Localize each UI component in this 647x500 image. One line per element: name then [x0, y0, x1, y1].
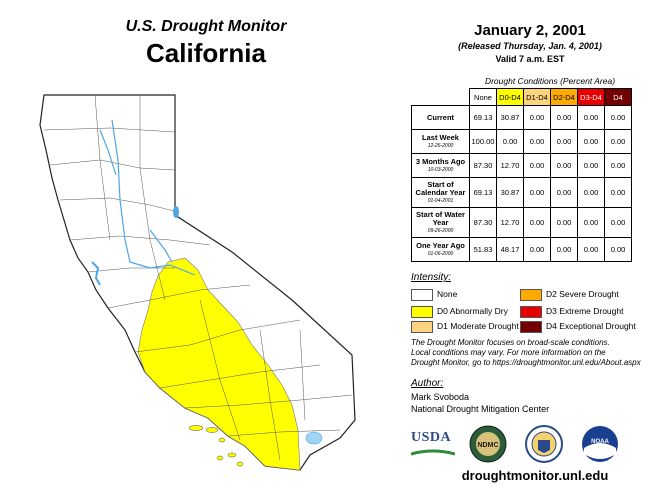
row-label: Start of Water Year 09-26-2000	[411, 207, 470, 238]
note-line: The Drought Monitor focuses on broad-sca…	[411, 338, 610, 347]
row-label: 3 Months Ago 10-03-2000	[411, 153, 470, 178]
col-d0-d4: D0-D4	[496, 88, 524, 106]
note-line: Drought Monitor, go to https://droughtmo…	[411, 358, 641, 367]
drought-conditions-table: None D0-D4 D1-D4 D2-D4 D3-D4 D4 Current …	[411, 88, 632, 262]
cell: 0.00	[550, 207, 578, 238]
cell: 69.13	[469, 177, 497, 208]
legend-swatch	[520, 306, 542, 318]
usda-swoosh-icon	[411, 449, 455, 456]
col-d1-d4: D1-D4	[523, 88, 551, 106]
cell: 0.00	[550, 237, 578, 262]
table-row: Start of Water Year 09-26-2000 87.30 12.7…	[411, 207, 632, 238]
cell: 0.00	[550, 105, 578, 130]
table-row: 3 Months Ago 10-03-2000 87.30 12.70 0.00 …	[411, 153, 632, 178]
cell: 0.00	[523, 207, 551, 238]
table-row: Start of Calendar Year 01-04-2001 69.13 3…	[411, 177, 632, 208]
cell: 0.00	[577, 207, 605, 238]
cell: 0.00	[523, 237, 551, 262]
svg-text:NOAA: NOAA	[591, 439, 609, 445]
sf-bay	[91, 261, 101, 286]
cell: 0.00	[604, 177, 632, 208]
table-row: One Year Ago 01-06-2000 51.83 48.17 0.00 …	[411, 237, 632, 262]
county-lines	[43, 94, 353, 461]
footer-url[interactable]: droughtmonitor.unl.edu	[461, 468, 609, 483]
cell: 0.00	[604, 207, 632, 238]
report-date: January 2, 2001	[474, 22, 586, 39]
cell: 0.00	[550, 129, 578, 154]
cell: 0.00	[604, 237, 632, 262]
cell: 0.00	[523, 177, 551, 208]
row-label: Start of Calendar Year 01-04-2001	[411, 177, 470, 208]
cell: 0.00	[550, 177, 578, 208]
cell: 0.00	[577, 237, 605, 262]
cell: 69.13	[469, 105, 497, 130]
cell: 0.00	[496, 129, 524, 154]
cell: 0.00	[523, 129, 551, 154]
author-name: Mark Svoboda	[411, 392, 470, 402]
cell: 51.83	[469, 237, 497, 262]
table-row: Last Week 12-26-2000 100.00 0.00 0.00 0.0…	[411, 129, 632, 154]
info-note: The Drought Monitor focuses on broad-sca…	[411, 338, 643, 368]
drought-d0-region	[137, 257, 301, 471]
author-org: National Drought Mitigation Center	[411, 404, 550, 414]
cell: 0.00	[604, 129, 632, 154]
cell: 0.00	[604, 105, 632, 130]
table-caption: Drought Conditions (Percent Area)	[484, 76, 616, 86]
salton-sea	[305, 431, 323, 445]
cell: 100.00	[469, 129, 497, 154]
intensity-label: Intensity:	[411, 272, 452, 283]
row-label: Last Week 12-26-2000	[411, 129, 470, 154]
col-none: None	[469, 88, 497, 106]
cell: 87.30	[469, 207, 497, 238]
cell: 0.00	[550, 153, 578, 178]
legend-swatch	[411, 306, 433, 318]
california-map	[39, 94, 356, 471]
cell: 0.00	[523, 105, 551, 130]
state-title: California	[146, 38, 266, 68]
cell: 48.17	[496, 237, 524, 262]
released-date: (Released Thursday, Jan. 4, 2001)	[458, 41, 602, 51]
cell: 0.00	[577, 177, 605, 208]
channel-islands	[188, 425, 244, 467]
rivers	[99, 119, 196, 276]
cell: 12.70	[496, 153, 524, 178]
usdoc-seal-icon	[525, 425, 563, 463]
table-header-row: None D0-D4 D1-D4 D2-D4 D3-D4 D4	[411, 88, 632, 106]
cell: 30.87	[496, 177, 524, 208]
row-label: One Year Ago 01-06-2000	[411, 237, 470, 262]
legend-swatch	[520, 289, 542, 301]
note-line: Local conditions may vary. For more info…	[411, 348, 606, 357]
noaa-logo: NOAA	[582, 426, 618, 462]
col-d3-d4: D3-D4	[577, 88, 605, 106]
legend-swatch	[411, 289, 433, 301]
legend-swatch	[411, 321, 433, 333]
cell: 87.30	[469, 153, 497, 178]
table-row: Current 69.13 30.87 0.00 0.00 0.00 0.00	[411, 105, 632, 130]
ndmc-logo: NDMC	[469, 425, 507, 463]
cell: 0.00	[577, 153, 605, 178]
cell: 0.00	[577, 105, 605, 130]
cell: 0.00	[604, 153, 632, 178]
valid-time: Valid 7 a.m. EST	[495, 54, 565, 64]
legend-swatch	[520, 321, 542, 333]
monitor-title: U.S. Drought Monitor	[125, 18, 287, 35]
table-corner	[411, 88, 470, 106]
svg-text:NDMC: NDMC	[478, 442, 499, 449]
col-d2-d4: D2-D4	[550, 88, 578, 106]
col-d4: D4	[604, 88, 632, 106]
cell: 0.00	[577, 129, 605, 154]
cell: 0.00	[523, 153, 551, 178]
lake-tahoe	[173, 206, 179, 218]
usda-logo: USDA	[411, 430, 455, 458]
author-label: Author:	[411, 378, 444, 389]
cell: 12.70	[496, 207, 524, 238]
row-label: Current	[411, 105, 470, 130]
cell: 30.87	[496, 105, 524, 130]
